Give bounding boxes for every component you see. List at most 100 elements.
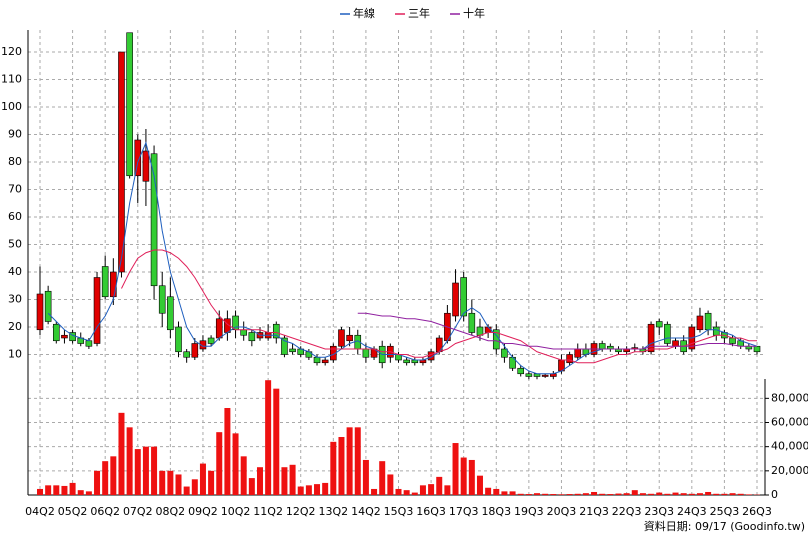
volume-bar [208,470,215,495]
candle-body [338,329,345,347]
candle-body [362,348,370,358]
volume-bar [729,493,736,495]
volume-bar [444,485,451,495]
candle-body [729,337,736,344]
y2-tick-label: 60,000 [771,416,808,429]
volume-bar [151,446,158,495]
candle-body [704,312,712,331]
x-tick-label: 13Q2 [318,505,348,518]
x-tick-label: 22Q3 [612,505,642,518]
x-tick-label: 19Q3 [514,505,544,518]
source-note: 資料日期: 09/17 (Goodinfo.tw) [644,519,805,533]
x-tick-label: 09Q2 [188,505,218,518]
volume-bar [525,494,532,495]
y2-tick-label: 0 [771,488,778,501]
candle-body [281,337,288,355]
volume-bar [371,488,378,495]
y-tick-label: 80 [8,155,22,168]
x-tick-label: 14Q2 [351,505,381,518]
volume-bar [501,491,508,495]
y2-tick-label: 80,000 [771,391,808,404]
y-tick-label: 60 [8,210,22,223]
volume-bar [346,427,353,495]
volume-bar [362,459,369,495]
volume-bar [314,484,321,495]
volume-bar [322,482,329,495]
candle-body [248,332,256,342]
volume-bar [460,457,467,495]
x-tick-label: 26Q3 [742,505,772,518]
volume-bar [476,475,483,495]
x-tick-label: 04Q2 [25,505,55,518]
volume-bar [599,493,606,495]
candle-body [321,359,329,364]
volume-bar [191,479,198,495]
volume-bar [126,427,133,495]
candle-body [452,282,459,317]
volume-bar [623,493,630,495]
volume-bar [175,474,182,495]
volume-bar [550,494,557,495]
legend-label: 年線 [353,6,375,20]
y-tick-label: 50 [8,238,22,251]
volume-bar [265,380,272,495]
candle-body [215,318,223,339]
volume-bar [273,388,280,495]
candle-body [647,323,655,353]
volume-bar [330,441,337,495]
volume-bar [688,493,695,495]
candle-body [110,271,117,298]
volume-bar [248,478,255,495]
candle-body [403,359,410,364]
volume-bar [403,490,410,495]
volume-bar [591,491,598,495]
candle-body [664,323,671,344]
candle-body [696,315,704,331]
volume-bar [142,446,149,495]
candle-body [101,266,109,298]
x-tick-label: 17Q3 [449,505,479,518]
volume-bar [419,485,426,495]
volume-bar [574,493,581,495]
candle-body [85,340,93,347]
volume-bar [69,482,76,495]
candle-body [126,32,133,177]
volume-bar [256,467,263,495]
x-tick-label: 11Q2 [253,505,283,518]
x-tick-label: 05Q2 [58,505,88,518]
volume-bar [297,486,304,495]
candle-body [672,340,679,347]
volume-bar [721,493,728,495]
volume-bar [305,485,312,495]
x-tick-label: 12Q2 [286,505,316,518]
candle-body [655,321,663,328]
candle-body [468,312,476,333]
volume-bar [534,493,541,495]
volume-bar [61,485,68,495]
volume-bar [493,488,500,495]
candle-body [134,139,142,177]
volume-bar [566,494,573,495]
y-tick-label: 110 [1,73,22,86]
volume-bar [615,493,622,495]
volume-bar [53,485,60,495]
volume-bar [648,493,655,495]
candle-body [330,345,337,361]
legend-label: 十年 [463,6,485,20]
ma-line [357,312,757,350]
volume-bar [656,492,663,495]
volume-bar [85,491,92,495]
y2-tick-label: 20,000 [771,464,808,477]
ma-line [121,249,757,364]
volume-bar [338,437,345,495]
candle-body [476,326,484,336]
x-tick-label: 07Q2 [123,505,153,518]
y-tick-label: 70 [8,183,22,196]
candle-body [150,153,158,287]
volume-bar [45,485,52,495]
volume-bar [232,433,239,495]
volume-bar [428,484,435,495]
volume-bar [199,463,206,495]
candle-body [118,51,125,273]
